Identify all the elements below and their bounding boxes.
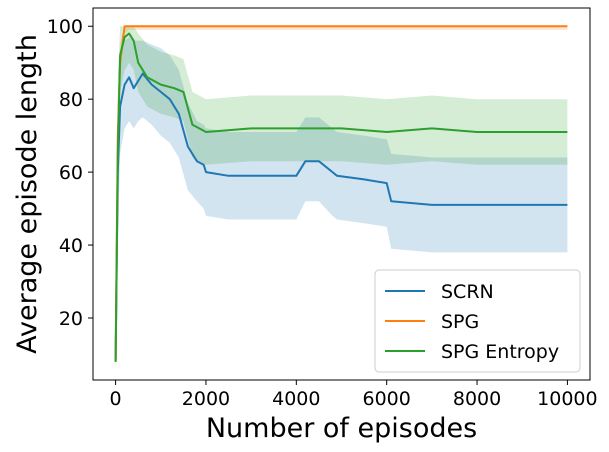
legend: SCRN SPG SPG Entropy — [374, 269, 581, 373]
y-tick-label: 100 — [47, 16, 83, 38]
plot-frame — [92, 7, 591, 381]
legend-box — [374, 269, 581, 373]
legend-label: SCRN — [441, 281, 494, 303]
y-axis-ticks: 20 40 60 80 100 — [47, 16, 93, 330]
y-axis-label: Average episode length — [12, 34, 43, 354]
legend-label: SPG Entropy — [441, 341, 559, 363]
y-tick-label: 80 — [59, 89, 83, 111]
series-line — [114, 72, 568, 362]
y-tick-label: 40 — [59, 235, 83, 257]
x-tick-label: 0 — [110, 388, 122, 410]
confidence-band — [115, 26, 568, 362]
x-axis-label: Number of episodes — [206, 413, 477, 444]
x-tick-label: 2000 — [182, 388, 230, 410]
y-tick-label: 60 — [59, 162, 83, 184]
x-tick-label: 4000 — [272, 388, 320, 410]
series-line — [114, 32, 568, 362]
x-tick-label: 10000 — [537, 388, 597, 410]
series-lines — [114, 25, 568, 362]
confidence-bands — [115, 26, 568, 362]
x-tick-label: 8000 — [453, 388, 501, 410]
x-tick-label: 6000 — [363, 388, 411, 410]
legend-label: SPG — [441, 311, 479, 333]
x-axis-ticks: 0 2000 4000 6000 8000 10000 — [110, 380, 598, 410]
confidence-band — [115, 37, 568, 362]
y-tick-label: 20 — [59, 308, 83, 330]
